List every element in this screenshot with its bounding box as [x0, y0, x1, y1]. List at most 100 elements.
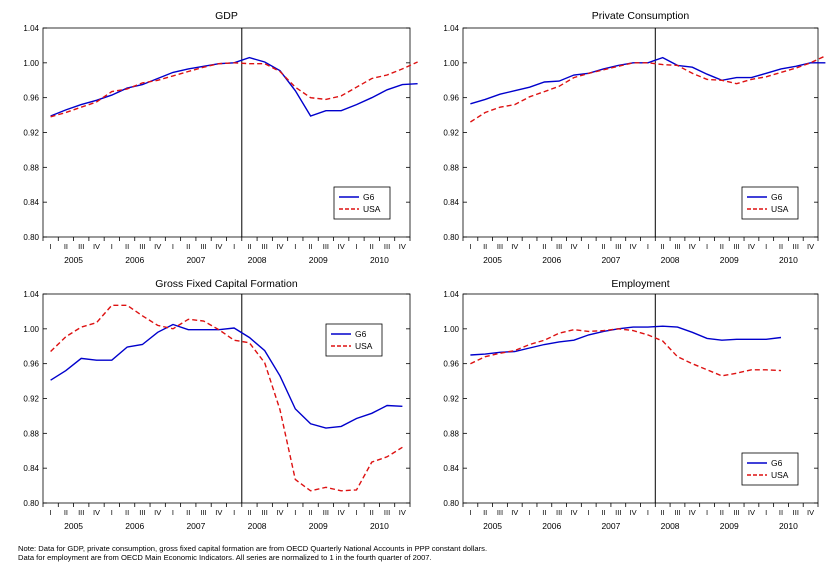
x-tick-label-quarter: II [661, 508, 665, 517]
y-tick-label: 0.80 [23, 233, 39, 242]
x-tick-label-quarter: II [661, 242, 665, 251]
chart-title: GDP [215, 10, 238, 22]
x-tick-label-year: 2010 [370, 521, 389, 531]
x-tick-label-quarter: I [647, 508, 649, 517]
x-tick-label-quarter: I [469, 508, 471, 517]
legend-box [741, 452, 799, 486]
y-tick-label: 0.80 [443, 499, 459, 508]
x-tick-label-quarter: I [529, 242, 531, 251]
chart-panel-2: Private Consumption 0.80 0.84 0.88 0.92 0.96 1… [443, 10, 826, 265]
x-tick-label-year: 2009 [309, 255, 328, 265]
x-tick-label-quarter: IV [215, 508, 222, 517]
x-tick-label-year: 2010 [779, 255, 798, 265]
x-tick-label-quarter: I [529, 508, 531, 517]
x-tick-label-quarter: I [355, 242, 357, 251]
x-tick-label-year: 2008 [661, 521, 680, 531]
x-tick-label-quarter: I [588, 508, 590, 517]
x-tick-label-quarter: I [233, 242, 235, 251]
x-tick-label-quarter: III [78, 508, 84, 517]
x-tick-label-quarter: II [483, 508, 487, 517]
x-tick-label-quarter: IV [807, 242, 814, 251]
x-tick-label-year: 2007 [601, 255, 620, 265]
x-tick-label-year: 2006 [125, 521, 144, 531]
y-tick-label: 1.00 [23, 325, 39, 334]
x-tick-label-year: 2007 [186, 521, 205, 531]
x-tick-label-quarter: II [542, 508, 546, 517]
x-tick-label-quarter: III [556, 242, 562, 251]
x-tick-label-quarter: IV [276, 242, 283, 251]
x-tick-label-quarter: III [497, 242, 503, 251]
legend-label: G6 [355, 329, 367, 339]
y-tick-label: 0.92 [23, 129, 39, 138]
legend-label: USA [355, 341, 373, 351]
x-tick-label-quarter: I [111, 242, 113, 251]
x-tick-label-quarter: I [647, 242, 649, 251]
x-tick-label-year: 2010 [370, 255, 389, 265]
x-tick-label-quarter: II [247, 508, 251, 517]
x-tick-label-quarter: I [765, 508, 767, 517]
x-tick-label-quarter: III [734, 242, 740, 251]
x-tick-label-quarter: II [125, 508, 129, 517]
y-tick-label: 0.96 [443, 360, 459, 369]
y-tick-label: 1.00 [443, 325, 459, 334]
x-tick-label-quarter: III [323, 242, 329, 251]
x-tick-label-quarter: IV [93, 508, 100, 517]
legend-box [325, 323, 383, 357]
y-tick-label: 0.92 [443, 395, 459, 404]
x-tick-label-quarter: IV [215, 242, 222, 251]
x-tick-label-quarter: I [233, 508, 235, 517]
x-tick-label-year: 2005 [483, 521, 502, 531]
x-tick-label-quarter: II [64, 508, 68, 517]
x-tick-label-quarter: II [370, 508, 374, 517]
y-tick-label: 0.84 [443, 198, 459, 207]
x-tick-label-quarter: IV [807, 508, 814, 517]
legend-label: G6 [363, 192, 375, 202]
x-tick-label-quarter: II [309, 508, 313, 517]
x-tick-label-quarter: II [309, 242, 313, 251]
x-tick-label-quarter: I [294, 242, 296, 251]
legend: G6 USA [333, 186, 391, 220]
series-line-g6 [50, 56, 418, 117]
x-tick-label-quarter: II [64, 242, 68, 251]
x-tick-label-year: 2006 [125, 255, 144, 265]
legend: G6 USA [741, 186, 799, 220]
x-tick-label-quarter: II [720, 508, 724, 517]
x-tick-label-year: 2007 [601, 521, 620, 531]
legend-label: USA [363, 204, 381, 214]
x-tick-label-quarter: II [125, 242, 129, 251]
x-tick-label-year: 2005 [64, 255, 83, 265]
x-tick-label-year: 2007 [186, 255, 205, 265]
note-line-1: Note: Data for GDP, private consumption,… [18, 544, 488, 553]
y-tick-label: 0.84 [23, 198, 39, 207]
series-line-g6 [50, 323, 403, 429]
y-tick-label: 0.92 [23, 395, 39, 404]
x-tick-label-quarter: III [497, 508, 503, 517]
y-tick-label: 0.92 [443, 129, 459, 138]
x-tick-label-quarter: II [542, 242, 546, 251]
legend-label: USA [771, 204, 789, 214]
legend-label: USA [771, 470, 789, 480]
x-tick-label-quarter: III [262, 508, 268, 517]
x-tick-label-quarter: III [674, 242, 680, 251]
x-tick-label-quarter: IV [399, 242, 406, 251]
x-tick-label-year: 2009 [720, 255, 739, 265]
x-tick-label-year: 2005 [64, 521, 83, 531]
x-tick-label-year: 2009 [720, 521, 739, 531]
x-tick-label-quarter: III [384, 508, 390, 517]
x-tick-label-quarter: III [262, 242, 268, 251]
y-tick-label: 0.96 [443, 94, 459, 103]
x-tick-label-quarter: IV [689, 242, 696, 251]
x-tick-label-quarter: II [720, 242, 724, 251]
x-tick-label-year: 2008 [248, 521, 267, 531]
x-tick-label-quarter: III [384, 242, 390, 251]
x-tick-label-quarter: I [355, 508, 357, 517]
x-tick-label-quarter: IV [570, 242, 577, 251]
y-tick-label: 0.80 [443, 233, 459, 242]
x-tick-label-year: 2008 [661, 255, 680, 265]
legend-label: G6 [771, 458, 783, 468]
x-tick-label-quarter: IV [630, 242, 637, 251]
x-tick-label-quarter: IV [748, 508, 755, 517]
chart-title: Private Consumption [592, 10, 690, 22]
